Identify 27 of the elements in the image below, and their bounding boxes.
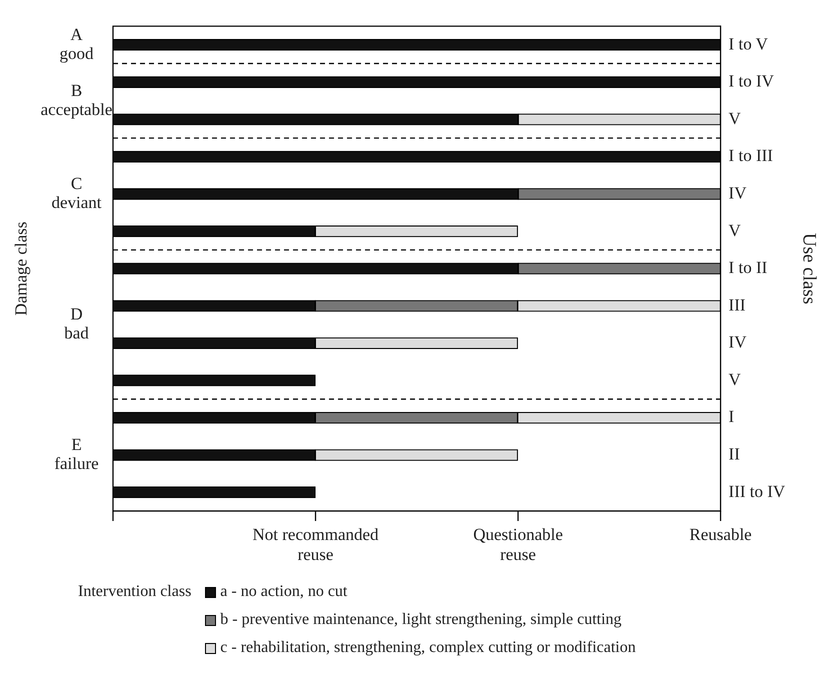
text: Questionable reuse [473,524,563,564]
legend-label: a - no action, no cut [220,583,348,601]
y-tick-label: IV [728,183,748,202]
y-tick-label: III [728,295,746,314]
text: D bad [64,304,90,343]
y-axis-title: Damage class [11,222,30,316]
text: Not recommanded reuse [252,524,380,564]
text: Reusable [689,524,752,544]
text: E failure [54,435,99,474]
y-tick-label: I to II [728,258,768,278]
y-tick-label: V [728,108,742,128]
text: B acceptable [40,80,112,119]
legend-label: c - rehabilitation, strengthening, complex cutting or modification [220,639,636,657]
y-tick-label: IV [728,332,748,352]
text: A good [60,24,94,63]
y-tick-label: I [728,407,735,426]
y-tick-label: V [728,370,742,389]
legend-title: Intervention class [78,583,192,602]
y-tick-label: III to IV [728,482,786,501]
y-tick-label: V [728,220,742,240]
y-tick-label: I to III [728,146,774,166]
y-tick-label: I to IV [728,72,775,91]
y-tick-label: II [728,444,740,464]
text: C deviant [51,174,102,212]
y2-axis-title: Use class [798,232,820,304]
y-tick-label: I to V [728,34,769,54]
legend-label: b - preventive maintenance, light strengthening, simple cutting [220,611,622,629]
